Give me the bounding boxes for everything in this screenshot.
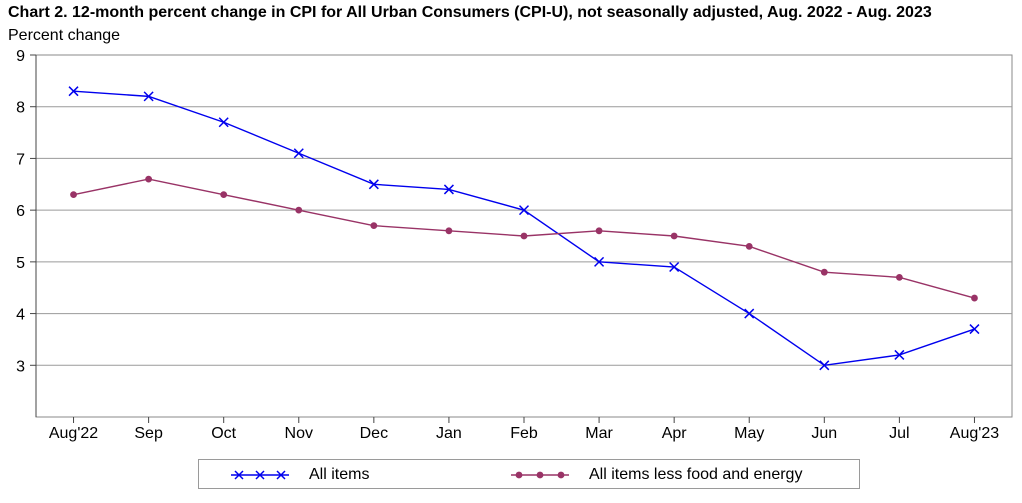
series-0-point-9: [744, 308, 755, 319]
series-1-point-10: [820, 268, 828, 276]
y-tick-label-4: 4: [16, 307, 25, 324]
series-1-point-6: [520, 232, 528, 240]
series-0-point-0: [68, 86, 79, 97]
x-tick-label-0: Aug'22: [49, 425, 98, 442]
series-0-point-8: [669, 261, 680, 273]
legend-swatch-all-items: [231, 470, 289, 480]
legend-label-all-items: All items: [309, 466, 370, 483]
series-0-point-1: [143, 91, 154, 102]
x-tick-label-4: Dec: [360, 425, 388, 442]
series-0-point-11: [894, 349, 905, 360]
legend-label-core: All items less food and energy: [589, 466, 803, 483]
x-tick-label-11: Jul: [889, 425, 909, 442]
series-1-point-1: [145, 175, 153, 183]
y-tick-label-5: 5: [16, 255, 25, 272]
series-1-point-9: [745, 242, 753, 250]
y-tick-label-6: 6: [16, 203, 25, 220]
series-1-point-5: [445, 227, 453, 235]
chart-title: Chart 2. 12-month percent change in CPI …: [8, 4, 932, 21]
series-1-point-2: [220, 191, 228, 199]
series-0-point-4: [368, 179, 379, 190]
x-tick-label-12: Aug'23: [950, 425, 999, 442]
series-0-point-2: [218, 117, 229, 128]
series-0-point-7: [594, 256, 605, 267]
y-tick-label-3: 3: [16, 358, 25, 375]
series-1-point-11: [895, 273, 903, 281]
series-1-point-4: [370, 222, 378, 230]
y-tick-label-9: 9: [16, 48, 25, 65]
series-0-point-6: [518, 205, 530, 216]
series-1-point-8: [670, 232, 678, 240]
x-tick-label-3: Nov: [285, 425, 313, 442]
x-tick-label-6: Feb: [510, 425, 538, 442]
legend-item-all-items: All items: [229, 460, 369, 490]
y-tick-label-7: 7: [16, 151, 25, 168]
x-tick-label-7: Mar: [585, 425, 613, 442]
series-1-point-3: [295, 206, 303, 214]
legend-item-core: All items less food and energy: [509, 460, 802, 490]
series-0-point-3: [293, 148, 304, 159]
series-1-point-0: [70, 191, 77, 199]
series-1-point-7: [595, 227, 603, 235]
y-axis-label: Percent change: [8, 27, 121, 44]
series-0-point-12: [969, 324, 980, 335]
line-chart: 9 8 7 6 5 4 3 Aug'22 Sep Oct Nov Dec Jan Feb Mar Apr May…: [16, 48, 1013, 442]
series-0-point-10: [819, 360, 830, 371]
chart-legend: All items All items less food and energy: [198, 459, 860, 489]
x-tick-label-10: Jun: [811, 425, 837, 442]
x-tick-label-1: Sep: [134, 425, 163, 442]
x-tick-label-2: Oct: [211, 425, 236, 442]
x-tick-label-5: Jan: [436, 425, 462, 442]
y-tick-label-8: 8: [16, 100, 25, 117]
x-tick-label-9: May: [734, 425, 764, 442]
legend-swatch-core: [511, 471, 569, 479]
x-tick-label-8: Apr: [662, 425, 688, 442]
series-1-point-12: [971, 294, 978, 302]
series-0-point-5: [443, 184, 454, 195]
